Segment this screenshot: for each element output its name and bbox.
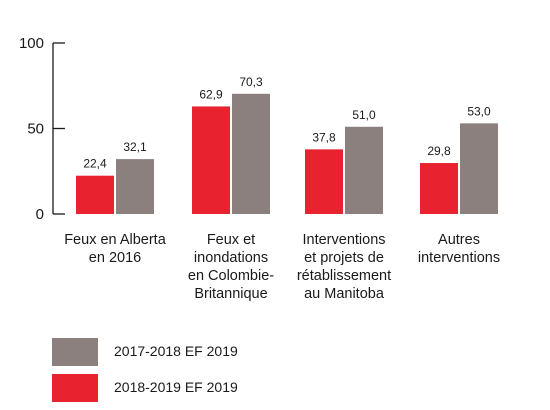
category-label: inondations (194, 250, 268, 266)
bar-gray (116, 159, 154, 214)
bar-gray (460, 123, 498, 214)
y-tick-label: 0 (36, 206, 44, 223)
bar-red (192, 106, 230, 214)
data-label: 70,3 (239, 75, 263, 89)
bar-gray (232, 93, 270, 214)
bars (76, 93, 498, 214)
category-label: en 2016 (89, 250, 141, 266)
legend-item-2018-2019: 2018-2019 EF 2019 (52, 374, 352, 402)
data-label: 29,8 (427, 144, 451, 158)
data-label: 62,9 (199, 87, 223, 101)
category-labels: Feux en Alberta en 2016 Feux et inondations… (64, 232, 500, 302)
bar-red (305, 149, 343, 214)
bar-gray (345, 126, 383, 214)
legend-label: 2017-2018 EF 2019 (114, 343, 238, 359)
data-label: 22,4 (83, 157, 107, 171)
data-label: 37,8 (312, 130, 336, 144)
category-label: Autres (438, 232, 480, 248)
y-tick-label: 50 (27, 121, 44, 138)
data-label: 32,1 (123, 140, 147, 154)
category-label: Feux en Alberta (64, 232, 166, 248)
y-axis: 0 50 100 (19, 35, 65, 223)
legend-item-2017-2018: 2017-2018 EF 2019 (52, 338, 352, 366)
category-label: Feux et (207, 232, 255, 248)
category-label: interventions (418, 250, 500, 266)
bar-red (420, 163, 458, 214)
category-label: en Colombie- (188, 268, 274, 284)
category-label: et projets de (304, 250, 384, 266)
data-labels: 22,4 32,1 62,9 70,3 37,8 51,0 29,8 53,0 (83, 75, 491, 171)
y-tick-label: 100 (19, 35, 44, 52)
data-label: 53,0 (467, 104, 491, 118)
legend-label: 2018-2019 EF 2019 (114, 379, 238, 395)
legend-swatch-red (52, 374, 98, 402)
category-label: au Manitoba (304, 286, 385, 302)
data-label: 51,0 (352, 108, 376, 122)
category-label: Interventions (302, 232, 385, 248)
category-label: rétablissement (297, 268, 391, 284)
legend-swatch-gray (52, 338, 98, 366)
category-label: Britannique (194, 286, 267, 302)
bar-red (76, 175, 114, 214)
